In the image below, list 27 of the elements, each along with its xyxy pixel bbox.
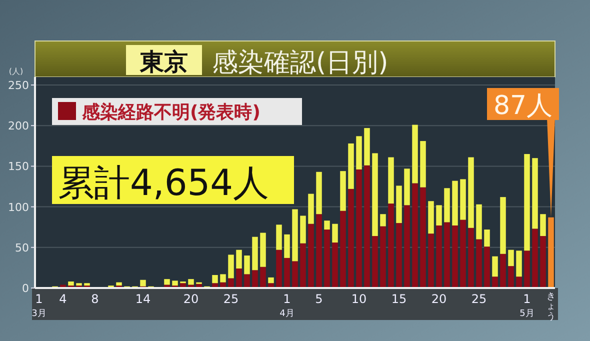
- x-tick-label: 25: [223, 292, 239, 306]
- legend-label: 感染経路不明(発表時): [81, 102, 260, 123]
- x-tick-label: 25: [471, 292, 487, 306]
- y-tick-label: 150: [8, 160, 29, 174]
- x-tick-label: 1 3月: [32, 292, 46, 319]
- chart-title: 東京: [139, 48, 188, 76]
- x-tick-label: 1 5月: [520, 292, 534, 319]
- y-tick-label: 0: [22, 282, 29, 295]
- chart-subtitle: 感染確認(日別): [212, 48, 388, 78]
- annotation: 87人: [493, 91, 553, 121]
- x-tick-label: 20: [183, 292, 199, 306]
- y-axis-title: (人): [8, 67, 24, 76]
- x-tick-label: 1 4月: [280, 292, 294, 319]
- y-tick-label: 250: [8, 79, 29, 92]
- x-tick-label: 20: [431, 292, 447, 306]
- x-tick-label: 15: [391, 292, 407, 306]
- x-tick-label: 14: [135, 292, 151, 306]
- y-tick-label: 100: [8, 200, 29, 214]
- y-tick-label: 50: [15, 241, 29, 254]
- legend: 感染経路不明(発表時): [52, 98, 302, 125]
- x-tick-label: きょう: [546, 292, 556, 322]
- x-tick-label: 8: [91, 292, 99, 306]
- x-tick-label: 10: [351, 292, 367, 306]
- y-tick-label: 200: [8, 120, 29, 133]
- x-tick-label: 5: [315, 292, 323, 306]
- x-tick-label: 4: [59, 292, 67, 306]
- annotation: 累計4,654人: [58, 163, 270, 204]
